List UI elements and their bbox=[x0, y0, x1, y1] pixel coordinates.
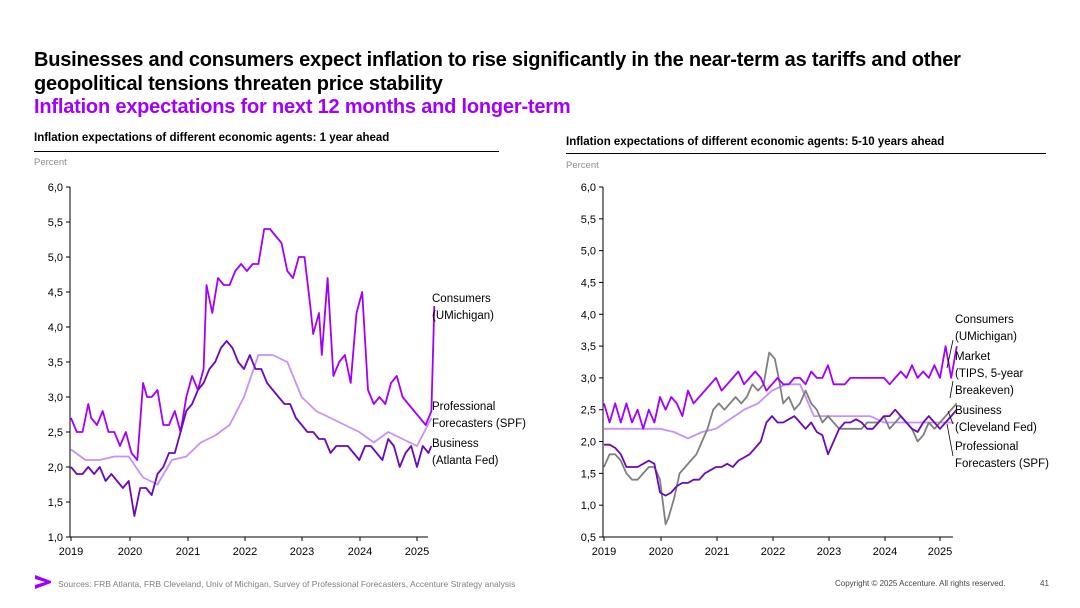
footer-copyright: Copyright © 2025 Accenture. All rights r… bbox=[835, 579, 1006, 588]
chart1-y-tick-label: 6,0 bbox=[48, 182, 63, 194]
chart2-label-business-cleveland-fed: Business bbox=[955, 405, 1002, 417]
chart2-x-tick-label: 2020 bbox=[649, 546, 673, 558]
chart2-series-consumers-umichigan bbox=[603, 345, 958, 430]
chart1-y-tick-label: 2,5 bbox=[48, 427, 63, 439]
chart1-x-tick-label: 2021 bbox=[176, 546, 200, 558]
footer-sources: Sources: FRB Atlanta, FRB Cleveland, Uni… bbox=[58, 579, 516, 589]
chart1-label-consumers-umichigan: Consumers bbox=[432, 293, 491, 305]
chart2-unit: Percent bbox=[566, 160, 599, 171]
chart1-y-tick-label: 5,0 bbox=[48, 252, 63, 264]
chart1-y-tick-label: 3,5 bbox=[48, 357, 63, 369]
chart1-label-business-atlanta-fed: (Atlanta Fed) bbox=[432, 455, 499, 467]
chart2-series-business-cleveland-fed bbox=[604, 408, 958, 497]
chart2-y-tick-label: 0,5 bbox=[581, 532, 596, 544]
chart1-series-business-atlanta-fed bbox=[70, 340, 433, 517]
chart1-series-professional-forecasters-spf bbox=[70, 354, 433, 486]
chart2-label-market-tips-5-year-breakeven: Breakeven) bbox=[955, 385, 1014, 397]
chart1-label-consumers-umichigan: (UMichigan) bbox=[432, 310, 494, 322]
chart2-x-tick-label: 2023 bbox=[817, 546, 841, 558]
chart2-y-tick-label: 5,5 bbox=[581, 214, 596, 226]
chart1-x-tick-label: 2023 bbox=[290, 546, 314, 558]
chart2-y-tick-label: 5,0 bbox=[581, 246, 596, 258]
chart2-y-tick-label: 3,0 bbox=[581, 373, 596, 385]
chart2-leader-line bbox=[946, 339, 954, 369]
chart2-label-professional-forecasters-spf: Forecasters (SPF) bbox=[955, 458, 1049, 470]
chart1-title: Inflation expectations of different econ… bbox=[34, 132, 390, 144]
chart1-label-professional-forecasters-spf: Professional bbox=[432, 401, 495, 413]
chart1-x-tick-label: 2025 bbox=[405, 546, 429, 558]
chart1-y-tick-label: 1,0 bbox=[48, 532, 63, 544]
chart1-y-tick-label: 4,5 bbox=[48, 287, 63, 299]
chart1-y-tick-label: 5,5 bbox=[48, 217, 63, 229]
chart2-leader-line bbox=[949, 380, 954, 399]
chart2-series-market-tips-5-year-breakeven bbox=[603, 351, 958, 526]
chart2-x-tick-label: 2021 bbox=[705, 546, 729, 558]
chart1-x-tick-label: 2022 bbox=[233, 546, 257, 558]
chart2-label-business-cleveland-fed: (Cleveland Fed) bbox=[955, 422, 1037, 434]
page-number: 41 bbox=[1040, 579, 1049, 588]
chart2-y-tick-label: 4,5 bbox=[581, 277, 596, 289]
chart1-x-tick-label: 2020 bbox=[118, 546, 142, 558]
chart2-y-tick-label: 1,5 bbox=[581, 468, 596, 480]
chart1-label-professional-forecasters-spf: Forecasters (SPF) bbox=[432, 418, 526, 430]
chart2-y-tick-label: 4,0 bbox=[581, 309, 596, 321]
chart1-y-tick-label: 4,0 bbox=[48, 322, 63, 334]
chart2-label-market-tips-5-year-breakeven: Market bbox=[955, 351, 991, 363]
chart1-y-tick-label: 3,0 bbox=[48, 392, 63, 404]
chart2-label-market-tips-5-year-breakeven: (TIPS, 5-year bbox=[955, 368, 1024, 380]
chart2-x-tick-label: 2024 bbox=[873, 546, 897, 558]
chart1-y-tick-label: 1,5 bbox=[48, 497, 63, 509]
chart2-x-tick-label: 2022 bbox=[761, 546, 785, 558]
chart2-y-tick-label: 2,0 bbox=[581, 437, 596, 449]
chart2-rule bbox=[566, 153, 1046, 154]
chart2-title: Inflation expectations of different econ… bbox=[566, 136, 945, 148]
chart1-series-consumers-umichigan bbox=[70, 228, 436, 461]
chart1-rule bbox=[34, 151, 499, 152]
chart2-y-tick-label: 6,0 bbox=[581, 182, 596, 194]
chart1-x-tick-label: 2024 bbox=[348, 546, 372, 558]
chart1-y-tick-label: 2,0 bbox=[48, 462, 63, 474]
chart2-label-professional-forecasters-spf: Professional bbox=[955, 441, 1018, 453]
accenture-logo-icon bbox=[35, 575, 51, 589]
chart2-y-tick-label: 2,5 bbox=[581, 405, 596, 417]
chart2-x-tick-label: 2019 bbox=[592, 546, 616, 558]
page-subtitle: Inflation expectations for next 12 month… bbox=[34, 96, 571, 118]
chart2-label-consumers-umichigan: Consumers bbox=[955, 314, 1014, 326]
chart1-unit: Percent bbox=[34, 157, 67, 168]
chart2-y-tick-label: 1,0 bbox=[581, 500, 596, 512]
chart2-leader-line bbox=[946, 423, 954, 457]
page-title: Businesses and consumers expect inflatio… bbox=[34, 49, 961, 95]
chart1-label-business-atlanta-fed: Business bbox=[432, 438, 479, 450]
chart2-y-tick-label: 3,5 bbox=[581, 341, 596, 353]
chart2-x-tick-label: 2025 bbox=[928, 546, 952, 558]
chart2-leader-line bbox=[947, 410, 954, 425]
chart2-label-consumers-umichigan: (UMichigan) bbox=[955, 331, 1017, 343]
chart1-x-tick-label: 2019 bbox=[59, 546, 83, 558]
